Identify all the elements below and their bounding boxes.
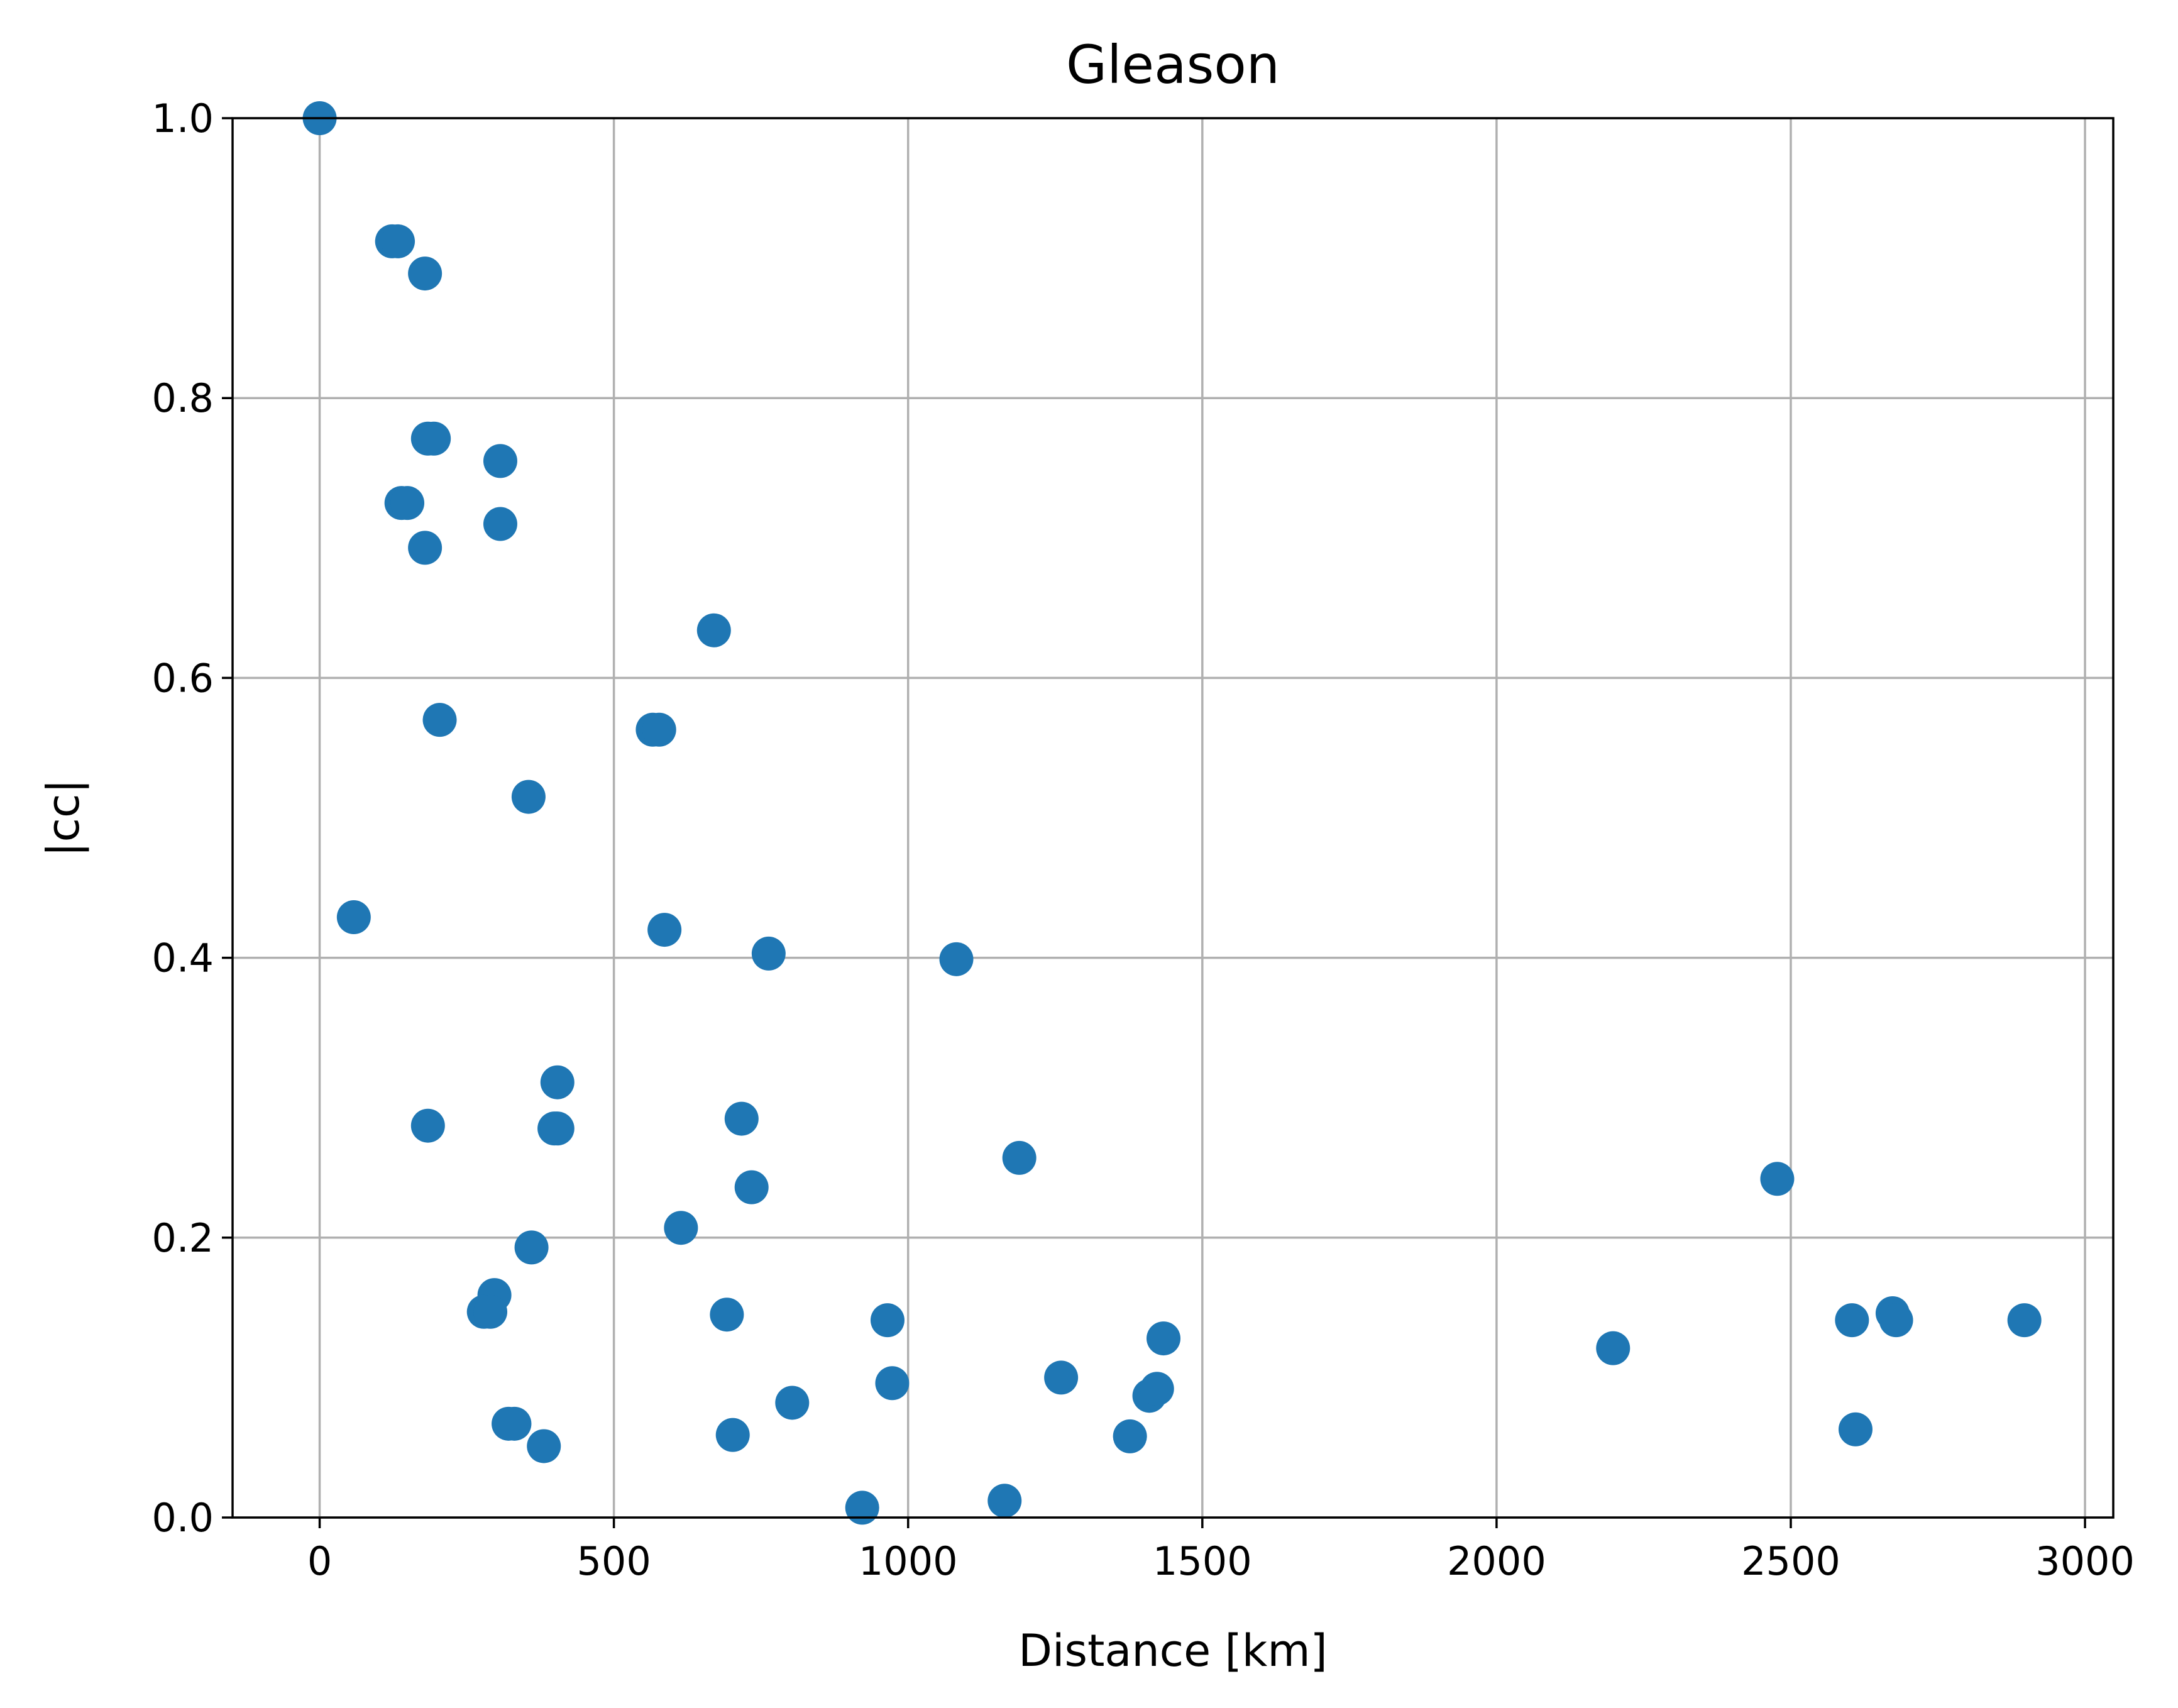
data-point — [2007, 1303, 2042, 1338]
data-point — [647, 913, 682, 947]
data-point — [1596, 1331, 1631, 1365]
y-tick-label: 0.6 — [151, 655, 214, 701]
x-tick-label: 2000 — [1447, 1538, 1546, 1584]
x-tick-label: 1000 — [859, 1538, 958, 1584]
data-point — [1760, 1162, 1795, 1196]
data-point — [664, 1211, 698, 1245]
x-tick-label: 2500 — [1741, 1538, 1840, 1584]
data-point — [875, 1366, 910, 1401]
data-point — [514, 1230, 549, 1265]
data-point — [381, 224, 415, 258]
data-point — [390, 486, 425, 521]
data-points — [302, 101, 2042, 1525]
data-point — [734, 1170, 769, 1204]
y-tick-label: 0.2 — [151, 1215, 214, 1261]
data-point — [483, 444, 517, 478]
data-point — [1113, 1419, 1147, 1453]
data-point — [473, 1294, 508, 1329]
data-point — [696, 613, 731, 647]
data-point — [408, 531, 443, 565]
data-point — [422, 703, 457, 737]
plot-frame — [231, 117, 2115, 1519]
x-tick-label: 0 — [307, 1538, 332, 1584]
y-axis-ticks: 0.0 0.2 0.4 0.6 0.8 1.0 — [151, 96, 233, 1541]
data-point — [497, 1406, 532, 1441]
x-axis-label: Distance [km] — [1018, 1625, 1328, 1677]
data-point — [715, 1418, 750, 1452]
data-point — [408, 256, 443, 291]
data-point — [710, 1298, 744, 1332]
data-point — [1838, 1412, 1873, 1446]
x-axis-ticks: 0 500 1000 1500 2000 2500 3000 — [307, 1518, 2135, 1584]
data-point — [987, 1484, 1022, 1518]
data-point — [1879, 1303, 1913, 1338]
data-point — [724, 1101, 759, 1136]
data-point — [540, 1111, 575, 1146]
x-tick-label: 3000 — [2035, 1538, 2135, 1584]
data-point — [642, 712, 676, 747]
y-tick-label: 0.8 — [151, 375, 214, 421]
x-tick-label: 1500 — [1153, 1538, 1252, 1584]
y-tick-label: 1.0 — [151, 96, 214, 141]
data-point — [483, 507, 517, 541]
x-tick-label: 500 — [576, 1538, 651, 1584]
y-tick-label: 0.4 — [151, 935, 214, 981]
data-point — [336, 900, 371, 935]
data-point — [1002, 1140, 1037, 1175]
data-point — [540, 1065, 575, 1099]
data-point — [751, 936, 786, 971]
data-point — [1147, 1321, 1181, 1356]
data-point — [870, 1303, 905, 1338]
y-axis-label: |cc| — [38, 779, 89, 857]
chart-title: Gleason — [1066, 34, 1280, 96]
data-point — [410, 1108, 445, 1143]
data-point — [1044, 1360, 1079, 1395]
data-point — [939, 942, 974, 976]
data-point — [1140, 1372, 1174, 1406]
data-point — [1835, 1303, 1869, 1338]
data-point — [845, 1490, 879, 1525]
grid-lines — [233, 117, 2113, 1519]
y-tick-label: 0.0 — [151, 1495, 214, 1541]
data-point — [417, 421, 451, 456]
data-point — [527, 1429, 561, 1463]
data-point — [775, 1386, 810, 1420]
data-point — [511, 780, 546, 814]
